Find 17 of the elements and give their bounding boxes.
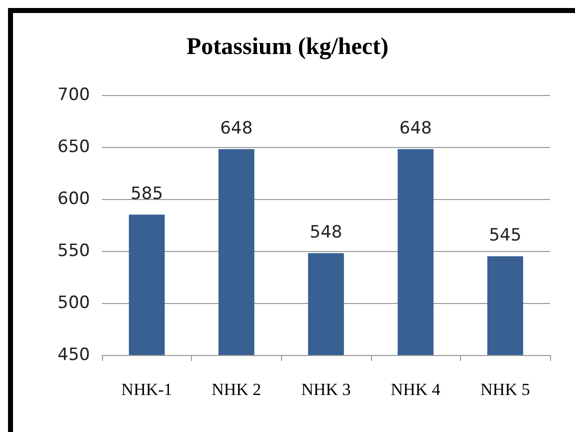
y-tick-label: 600 bbox=[58, 189, 90, 209]
y-tick-label: 700 bbox=[58, 85, 90, 105]
x-tick-label: NHK 4 bbox=[390, 380, 441, 399]
data-label: 585 bbox=[130, 184, 164, 204]
data-label: 648 bbox=[399, 118, 432, 139]
x-tick-label: NHK 5 bbox=[480, 380, 530, 399]
data-label: 545 bbox=[488, 226, 522, 246]
y-tick-label: 650 bbox=[58, 137, 90, 157]
x-tick-label: NHK 2 bbox=[212, 380, 262, 399]
x-tick-label: NHK 3 bbox=[301, 380, 351, 399]
y-tick-label: 550 bbox=[58, 241, 90, 261]
y-tick-label: 450 bbox=[58, 345, 90, 365]
data-label: 548 bbox=[310, 222, 342, 243]
data-label: 648 bbox=[220, 118, 253, 139]
x-tick-label: NHK-1 bbox=[121, 380, 172, 399]
chart-title: Potassium (kg/hect) bbox=[186, 34, 388, 60]
y-tick-label: 500 bbox=[58, 293, 90, 313]
